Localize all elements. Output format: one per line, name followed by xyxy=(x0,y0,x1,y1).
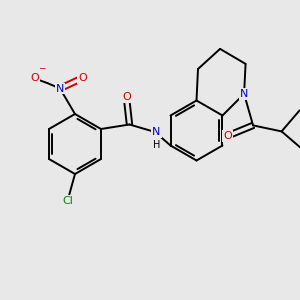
Text: Cl: Cl xyxy=(62,196,73,206)
Text: O: O xyxy=(122,92,131,103)
Text: O: O xyxy=(30,73,39,83)
Text: N: N xyxy=(240,89,248,99)
Text: O: O xyxy=(223,131,232,141)
Text: N: N xyxy=(152,127,161,137)
Text: H: H xyxy=(153,140,160,150)
Text: O: O xyxy=(78,73,87,83)
Text: −: − xyxy=(38,63,46,72)
Text: N: N xyxy=(56,83,64,94)
